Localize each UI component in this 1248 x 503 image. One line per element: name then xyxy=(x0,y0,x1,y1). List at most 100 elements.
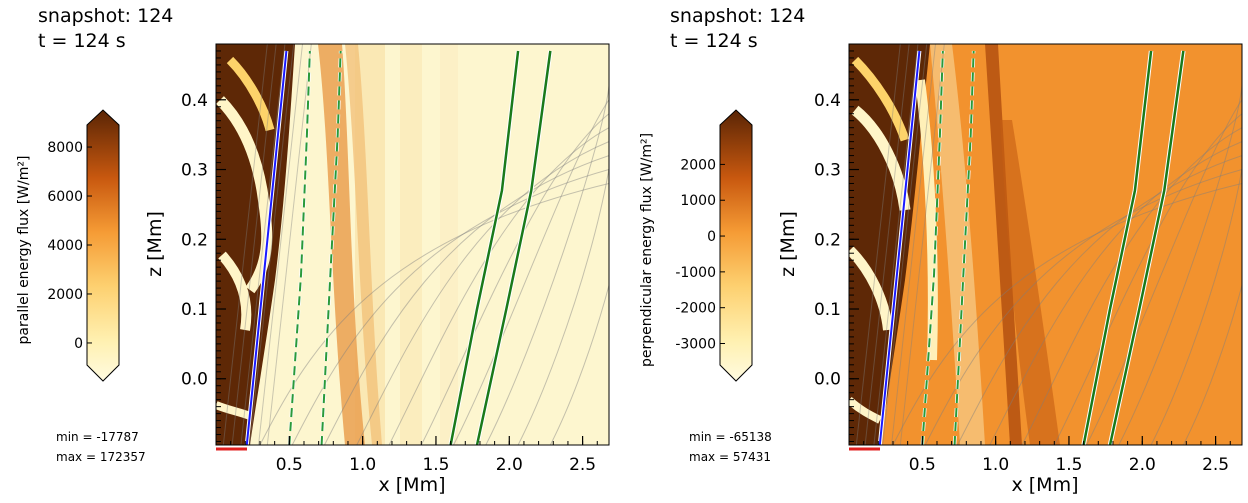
field-line xyxy=(899,44,945,445)
field-line xyxy=(266,44,312,445)
colorbar-label: perpendicular energy flux [W/m²] xyxy=(639,133,655,367)
x-tick-label: 2.0 xyxy=(496,455,523,475)
colorbar-body xyxy=(86,109,120,382)
colorbar-tick-label: 6000 xyxy=(47,189,83,205)
heatmap-area xyxy=(849,44,1242,445)
field-line xyxy=(517,71,609,445)
colorbar-tick-label: 8000 xyxy=(47,140,83,156)
x-axis-label: x [Mm] xyxy=(378,474,445,496)
y-axis-label: z [Mm] xyxy=(144,211,166,277)
flux-band xyxy=(930,44,985,445)
field-line xyxy=(231,44,277,445)
colorbar-label: parallel energy flux [W/m²] xyxy=(16,156,32,345)
y-tick-label: 0.0 xyxy=(814,370,841,390)
field-line xyxy=(453,99,609,445)
axes-frame xyxy=(215,43,610,446)
colorbar-tick-label: -1000 xyxy=(675,265,716,281)
y-tick-label: 0.3 xyxy=(814,161,841,181)
field-line xyxy=(957,155,1242,445)
wave-path-line xyxy=(245,50,288,445)
field-line xyxy=(388,127,609,445)
field-line xyxy=(864,44,910,445)
wave-streak xyxy=(849,397,882,424)
wave-streak xyxy=(226,56,275,132)
axes-frame xyxy=(848,43,1243,446)
x-tick-label: 2.0 xyxy=(1129,455,1156,475)
wave-streak xyxy=(218,251,252,331)
field-line xyxy=(420,113,609,445)
colorbar-tick-label: -3000 xyxy=(675,337,716,353)
cutoff-line xyxy=(953,50,975,445)
x-tick-label: 1.5 xyxy=(422,455,449,475)
y-tick-label: 0.1 xyxy=(181,300,208,320)
colorbar-tick-label: 4000 xyxy=(47,238,83,254)
field-line xyxy=(485,85,609,445)
time-label: t = 124 s xyxy=(670,30,758,52)
field-line xyxy=(1086,99,1242,445)
colorbar-tick-label: 1000 xyxy=(680,193,716,209)
heatmap-area xyxy=(216,44,609,445)
cutoff-line xyxy=(320,50,342,445)
time-label: t = 124 s xyxy=(38,30,126,52)
overlay-lines xyxy=(244,50,553,445)
field-line xyxy=(324,155,609,445)
y-tick-label: 0.2 xyxy=(181,230,208,250)
field-line xyxy=(882,44,928,445)
x-axis-label: x [Mm] xyxy=(1011,474,1078,496)
panel-perpendicular: snapshot: 124 t = 124 s -3000 -2000 -1000 0… xyxy=(639,5,1243,496)
field-line xyxy=(222,44,268,445)
y-tick-label: 0.0 xyxy=(181,370,208,390)
field-line xyxy=(1118,85,1242,445)
field-line xyxy=(258,44,304,445)
field-lines xyxy=(222,44,609,445)
field-line xyxy=(1182,57,1242,445)
equipartition-line xyxy=(1082,50,1153,445)
colorbar: 0 2000 4000 6000 8000 parallel energy flux [… xyxy=(16,109,120,382)
max-stat: max = 172357 xyxy=(56,450,146,464)
panel-parallel: snapshot: 124 t = 124 s 0 2000 4000 6000 800… xyxy=(16,5,610,496)
x-tick-label: 2.5 xyxy=(569,455,596,475)
y-tick-label: 0.3 xyxy=(181,161,208,181)
field-line xyxy=(240,44,286,445)
x-tick-label: 0.5 xyxy=(909,455,936,475)
y-tick-label: 0.1 xyxy=(814,300,841,320)
field-line xyxy=(291,169,609,445)
field-line xyxy=(891,44,937,445)
colorbar-tick-label: -2000 xyxy=(675,301,716,317)
snapshot-label: snapshot: 124 xyxy=(38,5,173,27)
field-line xyxy=(989,141,1242,445)
field-line xyxy=(1150,71,1242,445)
field-line xyxy=(924,169,1242,445)
colorbar: -3000 -2000 -1000 0 1000 2000 perpendicular e… xyxy=(639,109,753,382)
equipartition-line xyxy=(475,50,552,445)
flux-band xyxy=(345,44,382,445)
flux-band xyxy=(985,44,1022,445)
min-stat: min = -17787 xyxy=(56,430,139,444)
field-line xyxy=(1021,127,1242,445)
field-line xyxy=(259,182,609,445)
field-line xyxy=(249,44,295,445)
wave-path-line xyxy=(878,50,921,445)
x-tick-label: 1.0 xyxy=(982,455,1009,475)
y-tick-label: 0.2 xyxy=(814,230,841,250)
cutoff-line xyxy=(288,50,311,445)
overlay-lines xyxy=(877,50,1186,445)
field-line xyxy=(356,141,609,445)
max-stat: max = 57431 xyxy=(689,450,771,464)
equipartition-line xyxy=(1108,50,1185,445)
field-line xyxy=(1053,113,1242,445)
x-tick-label: 1.5 xyxy=(1055,455,1082,475)
colorbar-tick-label: 2000 xyxy=(47,287,83,303)
field-line xyxy=(855,44,901,445)
snapshot-label: snapshot: 124 xyxy=(670,5,805,27)
colorbar-body xyxy=(719,109,753,382)
y-axis-label: z [Mm] xyxy=(777,211,799,277)
y-tick-label: 0.4 xyxy=(181,91,208,111)
min-stat: min = -65138 xyxy=(689,430,772,444)
wave-streak xyxy=(915,79,938,361)
colorbar-tick-label: 2000 xyxy=(680,157,716,173)
field-lines xyxy=(855,44,1242,445)
x-tick-label: 1.0 xyxy=(349,455,376,475)
